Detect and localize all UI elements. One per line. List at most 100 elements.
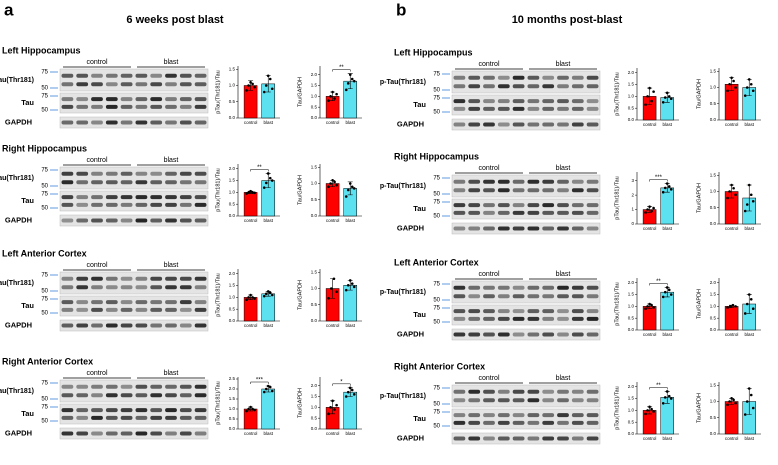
mw-marker: 75 (433, 410, 440, 416)
blot-band (571, 75, 584, 80)
blot-band (105, 300, 118, 305)
blot-band (61, 171, 74, 176)
blot-row-label: p-Tau(Thr181) (380, 289, 426, 296)
y-axis-label: pTau(Thr181)/Tau (215, 273, 221, 316)
blot-band (571, 210, 584, 215)
blot-band (542, 389, 555, 394)
blot-band (120, 393, 133, 398)
group-label: blast (556, 271, 571, 278)
blot-band (586, 316, 599, 321)
blot-band (150, 408, 163, 413)
data-point (262, 186, 266, 189)
blot-band (468, 294, 481, 299)
data-point (253, 408, 256, 412)
group-label: blast (556, 165, 571, 172)
blot-band (542, 203, 555, 208)
data-point (652, 90, 655, 93)
blot-band (105, 104, 118, 109)
data-point (730, 183, 733, 187)
x-tick-label: blast (662, 226, 672, 231)
blot-band (91, 171, 103, 176)
data-point (669, 97, 673, 101)
blot-band (483, 294, 495, 299)
blot-band (165, 431, 177, 436)
y-axis-label: pTau(Thr181)/Tau (215, 70, 221, 113)
blot-band (120, 323, 133, 328)
blot-band (105, 97, 118, 102)
blot-row-label: GAPDH (5, 117, 32, 126)
group-label: blast (556, 375, 571, 382)
blot-band (483, 75, 495, 80)
blot-band (453, 106, 466, 111)
y-axis-label: Tau/GAPDH (297, 175, 303, 205)
data-point (251, 82, 254, 86)
blot-band (105, 218, 118, 223)
blot-band (135, 73, 148, 78)
blot-band (194, 431, 207, 436)
blot-strip (59, 116, 209, 129)
data-point (648, 405, 651, 409)
blot-band (76, 323, 89, 328)
blot-band (76, 285, 89, 290)
data-point (743, 413, 747, 416)
blot-band (179, 218, 192, 223)
data-point (262, 90, 266, 94)
blot-band (150, 82, 163, 87)
blot-band (91, 82, 103, 87)
data-point (745, 203, 749, 206)
blot-band (527, 106, 540, 111)
blot-band (483, 226, 495, 231)
x-tick-label: blast (345, 323, 355, 328)
blot-band (586, 122, 599, 127)
y-tick-label: 1.5 (311, 394, 318, 399)
data-point (728, 400, 731, 403)
blot-band (120, 97, 133, 102)
blot-band (120, 431, 133, 436)
blot-band (468, 398, 481, 403)
blot-band (453, 99, 466, 104)
group-label: control (478, 165, 499, 172)
x-tick-label: blast (744, 226, 754, 231)
blot-band (165, 202, 177, 207)
y-axis-label: pTau(Thr181)/Tau (215, 381, 221, 424)
y-tick-label: 1.0 (311, 94, 318, 99)
blot-band (512, 316, 525, 321)
blot-band (557, 309, 569, 314)
data-point (732, 186, 735, 190)
y-tick-label: 0.0 (229, 318, 236, 323)
data-point (745, 86, 749, 89)
blot-band (179, 73, 192, 78)
blot-band (179, 202, 192, 207)
blot-band (105, 120, 118, 125)
data-point (648, 302, 651, 306)
group-label: control (86, 59, 107, 66)
blot-strip (451, 328, 601, 341)
data-point (751, 89, 755, 93)
blot-band (135, 300, 148, 305)
blot-band (586, 420, 599, 425)
data-point (652, 306, 655, 309)
data-point (661, 190, 665, 194)
data-point (726, 196, 729, 200)
x-tick-label: blast (345, 431, 355, 436)
blot-strip (451, 174, 601, 198)
blot-band (76, 431, 89, 436)
mw-marker: 75 (41, 70, 48, 76)
blot-band (571, 316, 584, 321)
data-point (747, 78, 751, 81)
data-point (665, 182, 669, 185)
data-point (669, 293, 673, 296)
blot-band (91, 276, 103, 281)
blot-band (120, 195, 133, 200)
blot-band (194, 323, 207, 328)
blot-band (61, 384, 74, 389)
blot-band (135, 180, 148, 185)
y-tick-label: 0.0 (311, 213, 318, 218)
blot-band (76, 73, 89, 78)
data-point (663, 96, 667, 99)
blot-band (120, 300, 133, 305)
y-axis-label: pTau(Thr181)/Tau (614, 72, 620, 115)
data-point (348, 73, 352, 76)
data-point (734, 305, 737, 308)
blot-band (61, 97, 74, 102)
